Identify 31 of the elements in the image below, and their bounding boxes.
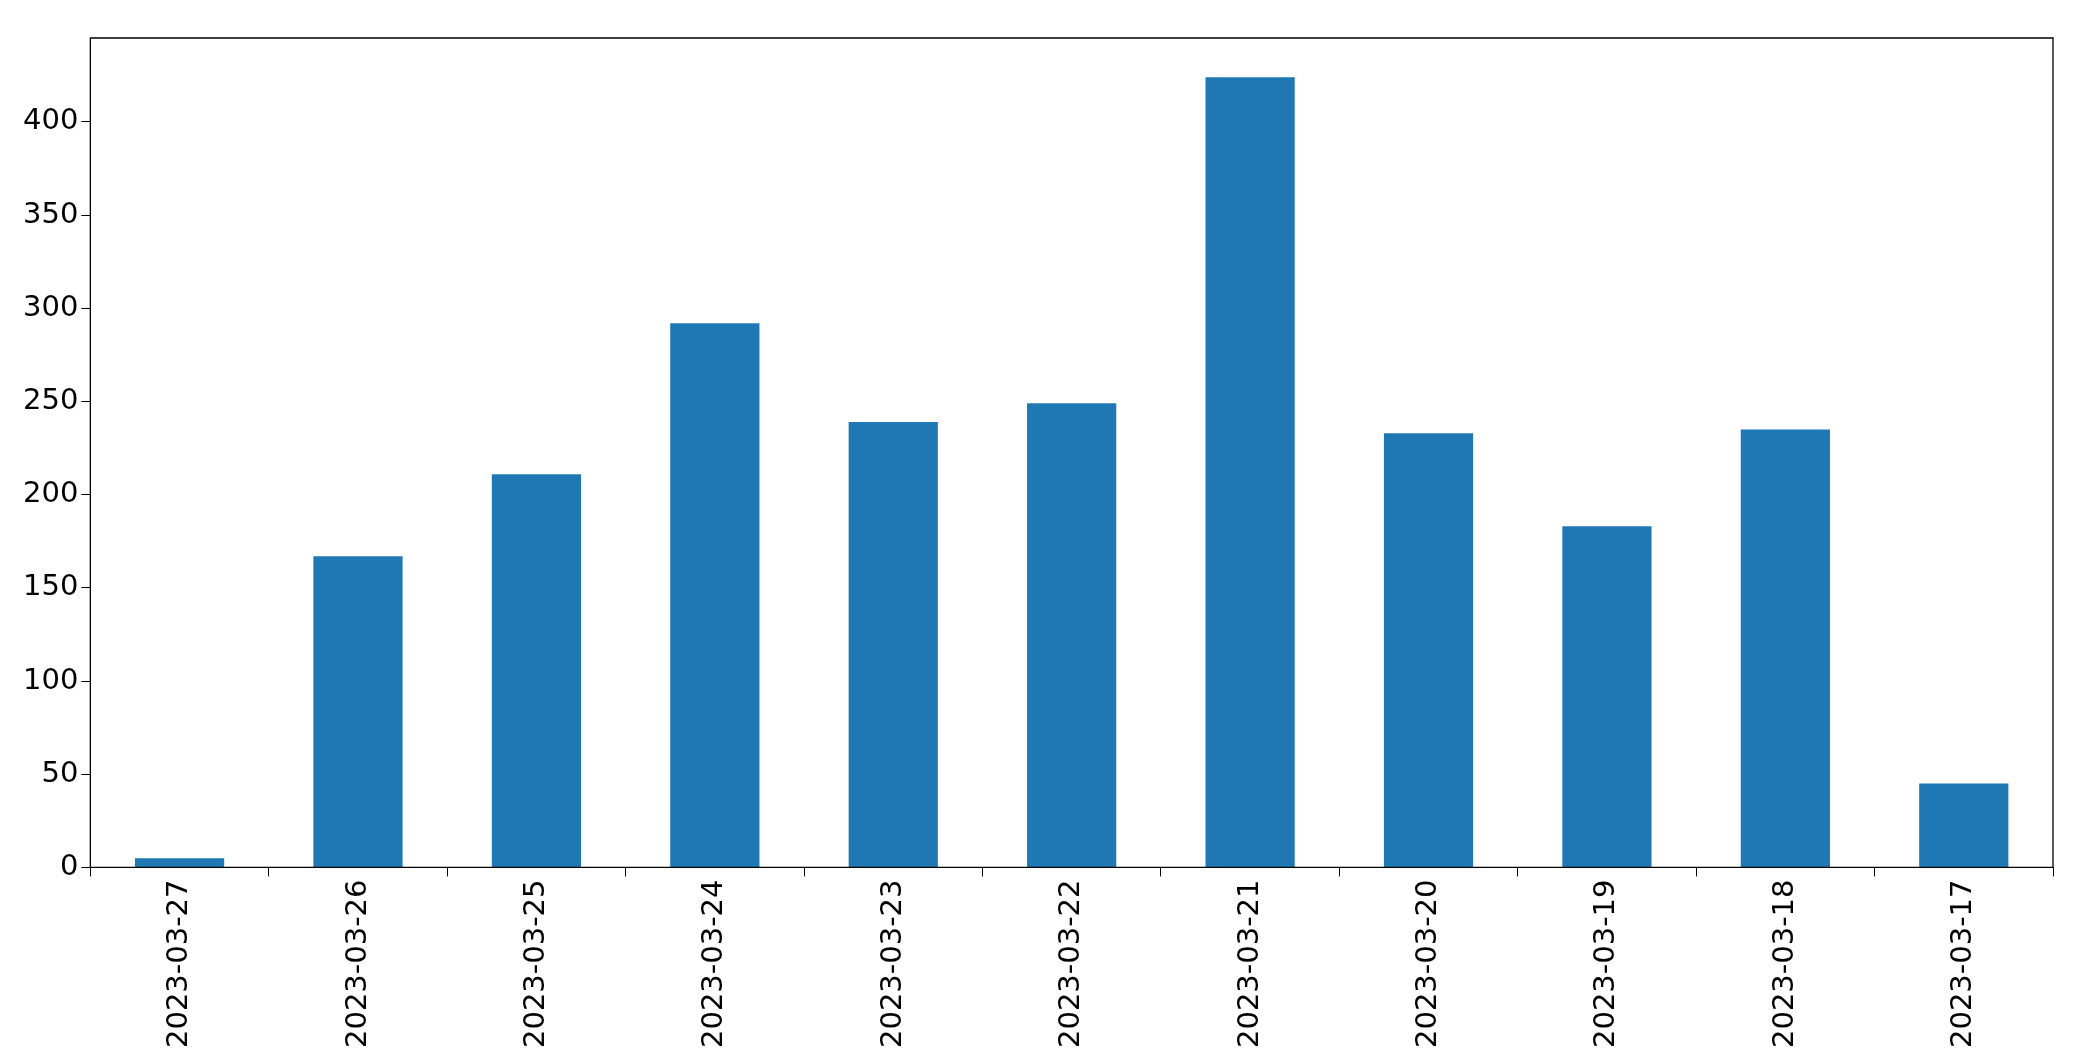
x-tick-label: 2023-03-25 (516, 879, 551, 1049)
y-tick-label: 150 (22, 568, 79, 603)
bar (1740, 429, 1830, 867)
x-tick-label: 2023-03-21 (1230, 879, 1265, 1049)
bar (1027, 403, 1117, 867)
x-tick-label: 2023-03-27 (160, 879, 195, 1049)
bar (1562, 526, 1652, 867)
x-tick-label: 2023-03-18 (1765, 879, 1800, 1049)
y-tick-label: 200 (22, 475, 79, 510)
y-tick-label: 250 (22, 382, 79, 417)
bar (134, 858, 225, 867)
y-tick-label: 100 (22, 661, 79, 696)
bar (1383, 433, 1474, 867)
x-tick-label: 2023-03-17 (1944, 879, 1979, 1049)
x-tick-label: 2023-03-20 (1409, 879, 1444, 1049)
bar (313, 556, 403, 867)
y-tick-label: 400 (22, 102, 79, 137)
bar (1205, 77, 1295, 867)
bar (491, 474, 582, 867)
y-tick-label: 300 (22, 288, 79, 323)
x-tick-label: 2023-03-22 (1052, 879, 1087, 1049)
x-tick-label: 2023-03-24 (695, 879, 730, 1049)
x-tick-label: 2023-03-23 (873, 879, 908, 1049)
bar (1919, 783, 2009, 867)
bar (670, 323, 760, 867)
y-tick-label: 350 (22, 195, 79, 230)
y-tick-label: 0 (59, 848, 79, 882)
bar (848, 421, 938, 867)
y-tick-label: 50 (41, 754, 79, 789)
x-tick-label: 2023-03-26 (338, 879, 373, 1049)
x-tick-label: 2023-03-19 (1587, 879, 1622, 1049)
